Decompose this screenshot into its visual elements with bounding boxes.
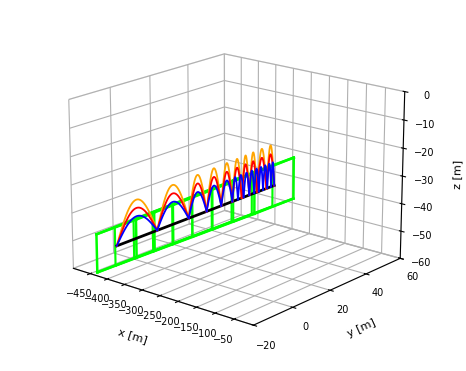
X-axis label: x [m]: x [m] [117,326,149,345]
Y-axis label: y [m]: y [m] [346,318,377,339]
